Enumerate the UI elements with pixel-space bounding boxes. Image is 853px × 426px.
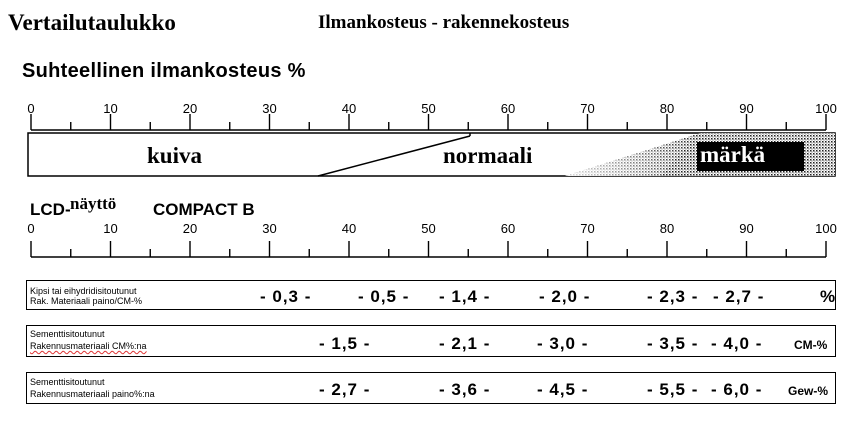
row-value: - 2,1 - bbox=[439, 334, 491, 353]
row-value: - 5,5 - bbox=[647, 380, 699, 399]
row-value: - 0,3 - bbox=[260, 287, 312, 306]
scale-tick-label: 30 bbox=[262, 101, 276, 116]
row-value: - 3,6 - bbox=[439, 380, 491, 399]
scale-tick-label: 40 bbox=[342, 101, 356, 116]
scale-tick-label: 50 bbox=[421, 101, 435, 116]
scale-tick-label: 90 bbox=[739, 101, 753, 116]
lcd-scale: 0 10 20 30 40 50 60 70 80 90 100 bbox=[27, 221, 837, 258]
row-value: - 1,5 - bbox=[319, 334, 371, 353]
scale-tick-label: 50 bbox=[421, 221, 435, 236]
lcd-label-device: COMPACT B bbox=[153, 200, 255, 219]
row-value: - 1,4 - bbox=[439, 287, 491, 306]
row-label-line1: Kipsi tai eihydridisitoutunut bbox=[30, 286, 137, 296]
scale-tick-label: 70 bbox=[580, 221, 594, 236]
row-unit: Gew-% bbox=[788, 384, 829, 398]
relative-humidity-title: Suhteellinen ilmankosteus % bbox=[22, 60, 306, 82]
row-value: - 2,3 - bbox=[647, 287, 699, 306]
row-label-line1: Sementtisitoutunut bbox=[30, 377, 105, 387]
row-value: - 2,7 - bbox=[319, 380, 371, 399]
row-value: - 4,5 - bbox=[537, 380, 589, 399]
scale-tick-label: 40 bbox=[342, 221, 356, 236]
row-unit: % bbox=[820, 287, 836, 306]
scale-tick-label: 100 bbox=[815, 221, 837, 236]
humidity-band bbox=[27, 132, 836, 177]
row-label-line1: Sementtisitoutunut bbox=[30, 329, 105, 339]
lcd-scale-ticks: 0 10 20 30 40 50 60 70 80 90 100 bbox=[27, 221, 837, 258]
scale-tick-label: 0 bbox=[27, 221, 34, 236]
scale-tick-label: 70 bbox=[580, 101, 594, 116]
row-value: - 2,0 - bbox=[539, 287, 591, 306]
scale-tick-label: 60 bbox=[501, 221, 515, 236]
zone-label-wet: märkä bbox=[700, 142, 766, 167]
wet-zone-gradient-fade bbox=[565, 133, 700, 176]
row-value: - 2,7 - bbox=[713, 287, 765, 306]
scale-tick-label: 10 bbox=[103, 221, 117, 236]
lcd-label-prefix: LCD- bbox=[30, 200, 71, 219]
material-row-cement-weight: Sementtisitoutunut Rakennusmateriaali pa… bbox=[26, 372, 836, 404]
scale-tick-label: 80 bbox=[660, 221, 674, 236]
scale-tick-label: 60 bbox=[501, 101, 515, 116]
scale-tick-label: 100 bbox=[815, 101, 837, 116]
zone-label-normal: normaali bbox=[443, 143, 533, 168]
row-value: - 4,0 - bbox=[711, 334, 763, 353]
row-label-line2: Rakennusmateriaali paino%:na bbox=[30, 389, 155, 399]
row-value: - 3,0 - bbox=[537, 334, 589, 353]
scale-tick-label: 80 bbox=[660, 101, 674, 116]
material-row-cement-cm: Sementtisitoutunut Rakennusmateriaali CM… bbox=[26, 325, 836, 357]
scale-tick-label: 0 bbox=[27, 101, 34, 116]
row-unit: CM-% bbox=[794, 338, 828, 352]
scale-tick-label: 20 bbox=[183, 101, 197, 116]
scale-tick-label: 10 bbox=[103, 101, 117, 116]
row-value: - 6,0 - bbox=[711, 380, 763, 399]
page-subtitle: Ilmankosteus - rakennekosteus bbox=[318, 12, 570, 33]
zone-label-dry: kuiva bbox=[147, 143, 202, 168]
scale-tick-label: 30 bbox=[262, 221, 276, 236]
row-value: - 0,5 - bbox=[358, 287, 410, 306]
humidity-scale-ticks: 0 10 20 30 40 50 60 70 80 90 100 bbox=[27, 101, 837, 131]
material-row-gypsum: Kipsi tai eihydridisitoutunut Rak. Mater… bbox=[26, 280, 836, 310]
row-label-line2: Rakennusmateriaali CM%:na bbox=[30, 341, 147, 351]
row-label-line2: Rak. Materiaali paino/CM-% bbox=[30, 296, 143, 306]
dry-normal-divider bbox=[317, 135, 471, 177]
wet-label-box bbox=[697, 142, 804, 171]
page-title: Vertailutaulukko bbox=[8, 10, 176, 35]
scale-tick-label: 90 bbox=[739, 221, 753, 236]
humidity-scale: 0 10 20 30 40 50 60 70 80 90 100 bbox=[27, 101, 837, 177]
scale-tick-label: 20 bbox=[183, 221, 197, 236]
lcd-label-display: näyttö bbox=[70, 194, 117, 213]
row-value: - 3,5 - bbox=[647, 334, 699, 353]
